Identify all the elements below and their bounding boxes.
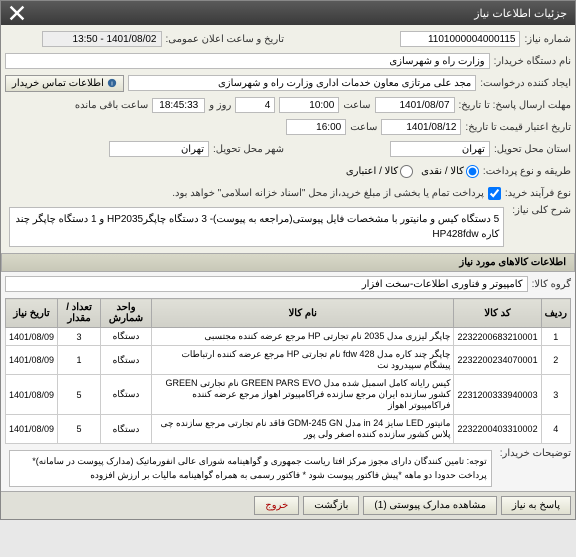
valid-until-label: تاریخ اعتبار قیمت تا تاریخ: [465, 122, 571, 133]
back-button[interactable]: بازگشت [303, 496, 359, 515]
table-cell: 2231200333940003 [454, 375, 541, 415]
group-label: گروه کالا: [532, 279, 571, 290]
buyer-value: وزارت راه و شهرسازی [5, 53, 490, 69]
table-cell: 5 [58, 415, 101, 444]
pay-method-label: طریقه و نوع پرداخت: [483, 166, 571, 177]
titlebar: جزئیات اطلاعات نیاز [1, 1, 575, 25]
table-cell: مانیتور LED سایز 24 in مدل GDM-245 GN فا… [152, 415, 454, 444]
deliver-city: تهران [109, 141, 209, 157]
public-time-value: 1401/08/02 - 13:50 [42, 31, 162, 47]
deliver-prov-label: استان محل تحویل: [494, 144, 571, 155]
table-cell: دستگاه [101, 375, 152, 415]
table-header: واحد شمارش [101, 299, 152, 328]
info-icon: i [107, 78, 117, 88]
buyer-notes-label: توضیحات خریدار: [500, 448, 571, 459]
attachments-button[interactable]: مشاهده مدارک پیوستی (1) [363, 496, 497, 515]
items-section-header: اطلاعات کالاهای مورد نیاز [1, 253, 575, 272]
table-cell: 4 [541, 415, 570, 444]
process-note: پرداخت تمام یا بخشی از مبلغ خرید،از محل … [172, 188, 484, 199]
valid-date: 1401/08/12 [381, 119, 461, 135]
close-icon[interactable] [9, 5, 25, 21]
deadline-resp-label: مهلت ارسال پاسخ: تا تاریخ: [459, 100, 571, 111]
process-label: نوع فرآیند خرید: [505, 188, 571, 199]
table-cell: دستگاه [101, 346, 152, 375]
exit-button[interactable]: خروج [254, 496, 299, 515]
days-left: 4 [235, 97, 275, 113]
summary-text: 5 دستگاه کیس و مانیتور با مشخصات فایل پی… [9, 207, 504, 247]
niaz-no-value: 1101000004000115 [400, 31, 520, 47]
valid-time: 16:00 [286, 119, 346, 135]
timer: 18:45:33 [152, 98, 205, 113]
table-cell: 1401/08/09 [6, 375, 58, 415]
pay-credit-radio[interactable]: کالا / اعتباری [346, 165, 413, 178]
table-row[interactable]: 22232200234070001چاپگر چند کاره مدل 428 … [6, 346, 571, 375]
table-cell: 2232200234070001 [454, 346, 541, 375]
table-header: تاریخ نیاز [6, 299, 58, 328]
table-cell: 1 [541, 328, 570, 346]
pay-cash-radio[interactable]: کالا / نقدی [421, 165, 479, 178]
table-cell: 5 [58, 375, 101, 415]
table-cell: دستگاه [101, 415, 152, 444]
requester-value: مجد علی مرتازی معاون خدمات اداری وزارت ر… [128, 75, 476, 91]
requester-label: ایجاد کننده درخواست: [480, 78, 571, 89]
footer: پاسخ به نیاز مشاهده مدارک پیوستی (1) باز… [1, 491, 575, 519]
deliver-city-label: شهر محل تحویل: [213, 144, 284, 155]
window-title: جزئیات اطلاعات نیاز [474, 7, 567, 20]
deliver-prov: تهران [390, 141, 490, 157]
niaz-no-label: شماره نیاز: [524, 34, 571, 45]
table-cell: چاپگر چند کاره مدل 428 fdw نام تجارتی HP… [152, 346, 454, 375]
table-cell: 2 [541, 346, 570, 375]
table-cell: 1401/08/09 [6, 415, 58, 444]
contact-button[interactable]: i اطلاعات تماس خریدار [5, 75, 124, 92]
table-cell: چاپگر لیزری مدل 2035 نام تجارتی HP مرجع … [152, 328, 454, 346]
table-cell: 1401/08/09 [6, 346, 58, 375]
deadline-date: 1401/08/07 [375, 97, 455, 113]
table-row[interactable]: 32231200333940003کیس رایانه کامل اسمبل ش… [6, 375, 571, 415]
table-cell: 3 [541, 375, 570, 415]
table-cell: کیس رایانه کامل اسمبل شده مدل GREEN PARS… [152, 375, 454, 415]
table-header: تعداد / مقدار [58, 299, 101, 328]
summary-label: شرح کلی نیاز: [512, 205, 571, 216]
table-header: نام کالا [152, 299, 454, 328]
buyer-notes: توجه: تامین کنندگان دارای مجوز مرکز افتا… [9, 450, 492, 487]
table-header: ردیف [541, 299, 570, 328]
table-header: کد کالا [454, 299, 541, 328]
public-time-label: تاریخ و ساعت اعلان عمومی: [166, 34, 285, 45]
table-cell: 2232200403310002 [454, 415, 541, 444]
table-row[interactable]: 42232200403310002مانیتور LED سایز 24 in … [6, 415, 571, 444]
group-value: کامپیوتر و فناوری اطلاعات-سخت افزار [5, 276, 528, 292]
table-row[interactable]: 12232200683210001چاپگر لیزری مدل 2035 نا… [6, 328, 571, 346]
process-checkbox[interactable] [488, 187, 501, 200]
table-cell: 1401/08/09 [6, 328, 58, 346]
table-cell: 1 [58, 346, 101, 375]
table-cell: 3 [58, 328, 101, 346]
deadline-time: 10:00 [279, 97, 339, 113]
buyer-label: نام دستگاه خریدار: [494, 56, 571, 67]
items-table: ردیفکد کالانام کالاواحد شمارشتعداد / مقد… [5, 298, 571, 444]
table-cell: 2232200683210001 [454, 328, 541, 346]
table-cell: دستگاه [101, 328, 152, 346]
respond-button[interactable]: پاسخ به نیاز [501, 496, 571, 515]
